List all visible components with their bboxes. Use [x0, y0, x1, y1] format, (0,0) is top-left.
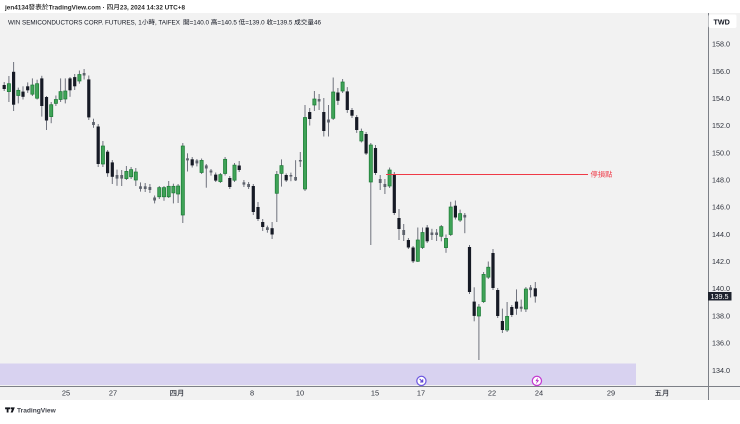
- svg-text:=139.0: =139.0: [245, 20, 265, 27]
- svg-text:TradingView: TradingView: [17, 407, 57, 414]
- svg-text:WIN SEMICONDUCTORS CORP. FUTUR: WIN SEMICONDUCTORS CORP. FUTURES, 1: [8, 20, 142, 27]
- svg-text:17: 17: [417, 389, 425, 398]
- svg-text:27: 27: [109, 389, 117, 398]
- svg-text:134.0: 134.0: [712, 366, 730, 375]
- svg-text:140.0: 140.0: [712, 284, 730, 293]
- svg-text:=140.0: =140.0: [190, 20, 210, 27]
- svg-text:=140.5: =140.5: [217, 20, 237, 27]
- svg-text:15: 15: [371, 389, 379, 398]
- svg-text:158.0: 158.0: [712, 40, 730, 49]
- svg-text:10: 10: [296, 389, 304, 398]
- svg-text:jen4134: jen4134: [4, 4, 29, 11]
- svg-text:148.0: 148.0: [712, 176, 730, 185]
- svg-text:156.0: 156.0: [712, 67, 730, 76]
- svg-text:139.5: 139.5: [711, 292, 729, 301]
- svg-text:138.0: 138.0: [712, 311, 730, 320]
- svg-text:=139.5: =139.5: [273, 20, 293, 27]
- svg-text:24: 24: [535, 389, 543, 398]
- svg-text:150.0: 150.0: [712, 148, 730, 157]
- svg-text:46: 46: [314, 20, 322, 27]
- svg-text:142.0: 142.0: [712, 257, 730, 266]
- svg-text:152.0: 152.0: [712, 121, 730, 130]
- svg-text:25: 25: [62, 389, 70, 398]
- svg-text:TradingView.com ·: TradingView.com ·: [49, 4, 105, 11]
- svg-text:136.0: 136.0: [712, 339, 730, 348]
- svg-text:29: 29: [607, 389, 615, 398]
- svg-text:144.0: 144.0: [712, 230, 730, 239]
- svg-text:154.0: 154.0: [712, 94, 730, 103]
- svg-text:22: 22: [488, 389, 496, 398]
- svg-text:, TAIFEX: , TAIFEX: [155, 20, 183, 27]
- svg-text:146.0: 146.0: [712, 203, 730, 212]
- svg-text:8: 8: [250, 389, 254, 398]
- svg-text:TWD: TWD: [714, 18, 730, 27]
- svg-text:23, 2024 14:32 UTC+8: 23, 2024 14:32 UTC+8: [120, 4, 186, 11]
